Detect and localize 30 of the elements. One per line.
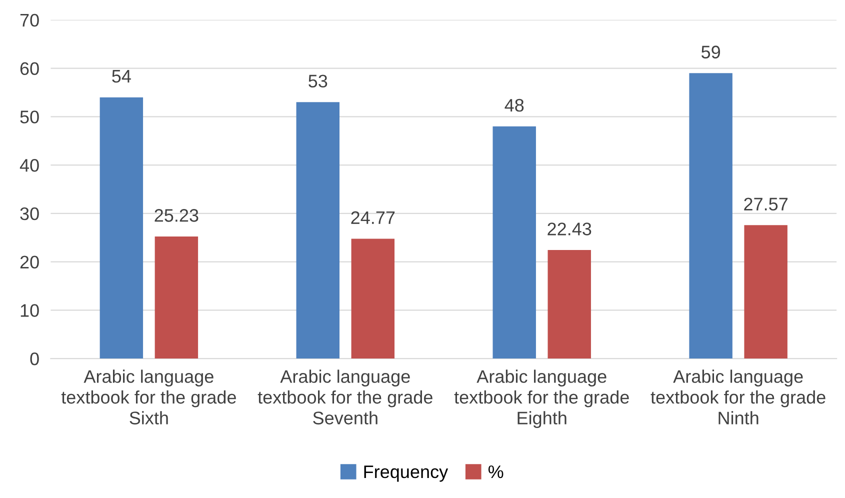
bar — [351, 238, 395, 359]
y-tick-label: 30 — [20, 207, 39, 220]
data-label: 48 — [504, 98, 524, 112]
x-tick-label: Arabic language textbook for the grade Eighth — [454, 370, 629, 428]
data-label: 27.57 — [744, 198, 788, 211]
bar — [689, 73, 732, 359]
data-label: 24.77 — [351, 211, 395, 224]
x-tick-label: Arabic language textbook for the grade Ninth — [650, 370, 826, 424]
data-label: 22.43 — [548, 222, 592, 236]
x-tick-label: Arabic language textbook for the grade Seventh — [258, 370, 432, 424]
legend-label: % — [488, 465, 504, 478]
x-tick-label: Arabic language textbook for the grade Sixth — [61, 370, 236, 424]
bar — [154, 236, 198, 359]
bar — [296, 102, 340, 359]
y-tick-label: 40 — [20, 158, 39, 172]
y-tick-label: 70 — [20, 14, 39, 27]
bar — [548, 250, 591, 359]
y-tick-label: 20 — [20, 256, 39, 269]
data-label: 53 — [308, 74, 328, 88]
data-label: 25.23 — [154, 209, 198, 222]
bar — [744, 225, 788, 359]
bar — [492, 126, 536, 359]
data-label: 59 — [701, 46, 720, 58]
bar — [100, 97, 144, 359]
legend-label: Frequency — [364, 466, 448, 482]
data-label: 54 — [112, 70, 131, 83]
y-tick-label: 60 — [20, 62, 39, 76]
y-tick-label: 50 — [20, 110, 39, 124]
y-tick-label: 0 — [30, 352, 39, 366]
y-tick-label: 10 — [20, 304, 39, 317]
